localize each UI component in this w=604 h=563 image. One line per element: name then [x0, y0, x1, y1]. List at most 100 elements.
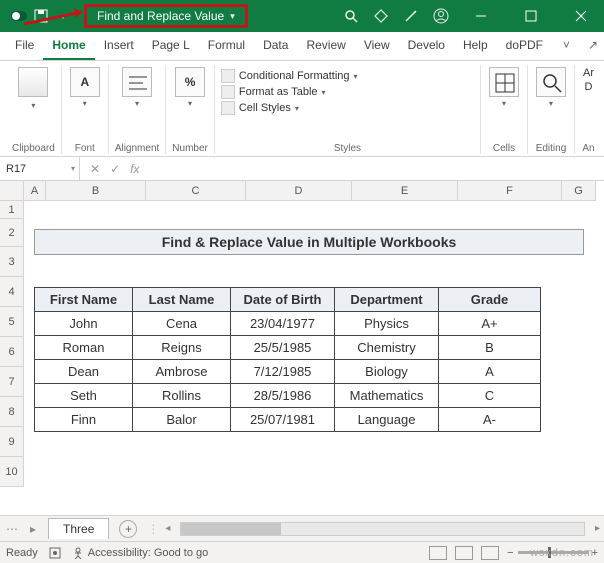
page-layout-view-button[interactable]: [455, 546, 473, 560]
row-header-1[interactable]: 1: [0, 201, 24, 219]
add-sheet-button[interactable]: +: [119, 520, 137, 538]
table-cell[interactable]: Finn: [35, 408, 133, 432]
row-header-10[interactable]: 10: [0, 457, 24, 487]
accessibility-status[interactable]: Accessibility: Good to go: [72, 547, 208, 559]
table-cell[interactable]: Mathematics: [335, 384, 439, 408]
table-cell[interactable]: C: [439, 384, 541, 408]
table-cell[interactable]: Chemistry: [335, 336, 439, 360]
alignment-button[interactable]: ▾: [120, 65, 154, 110]
page-break-view-button[interactable]: [481, 546, 499, 560]
col-header-A[interactable]: A: [24, 181, 46, 201]
tab-page-l[interactable]: Page L: [143, 32, 199, 60]
tab-file[interactable]: File: [6, 32, 43, 60]
scroll-thumb[interactable]: [181, 523, 281, 535]
table-cell[interactable]: Cena: [133, 312, 231, 336]
table-cell[interactable]: 25/5/1985: [231, 336, 335, 360]
row-header-5[interactable]: 5: [0, 307, 24, 337]
table-cell[interactable]: A-: [439, 408, 541, 432]
table-cell[interactable]: Balor: [133, 408, 231, 432]
cell-styles-button[interactable]: Cell Styles▾: [221, 101, 358, 115]
tab-insert[interactable]: Insert: [95, 32, 143, 60]
conditional-formatting-button[interactable]: Conditional Formatting▾: [221, 69, 358, 83]
sheet-nav-next-icon[interactable]: ▸: [24, 522, 42, 536]
sheet-nav-prev-icon[interactable]: ⋯: [0, 522, 24, 536]
search-icon[interactable]: [342, 7, 360, 25]
row-header-2[interactable]: 2: [0, 219, 24, 247]
fx-icon[interactable]: fx: [130, 162, 139, 176]
col-header-C[interactable]: C: [146, 181, 246, 201]
tab-data[interactable]: Data: [254, 32, 297, 60]
collapse-ribbon-icon[interactable]: ˅: [557, 32, 576, 60]
table-cell[interactable]: Rollins: [133, 384, 231, 408]
label-l1: Ar: [583, 67, 594, 79]
tab-view[interactable]: View: [355, 32, 399, 60]
table-cell[interactable]: 25/07/1981: [231, 408, 335, 432]
name-box[interactable]: R17 ▾: [0, 157, 80, 180]
col-header-E[interactable]: E: [352, 181, 458, 201]
table-cell[interactable]: Biology: [335, 360, 439, 384]
number-button[interactable]: % ▾: [173, 65, 207, 110]
close-button[interactable]: [562, 1, 600, 31]
table-cell[interactable]: Ambrose: [133, 360, 231, 384]
normal-view-button[interactable]: [429, 546, 447, 560]
table-cell[interactable]: Physics: [335, 312, 439, 336]
row-header-9[interactable]: 9: [0, 427, 24, 457]
table-cell[interactable]: 28/5/1986: [231, 384, 335, 408]
select-all-corner[interactable]: [0, 181, 24, 201]
scroll-right-icon[interactable]: ▸: [595, 523, 600, 534]
enter-icon[interactable]: ✓: [110, 162, 120, 176]
maximize-button[interactable]: [512, 1, 550, 31]
titlebar: ▾ Find and Replace Value ▾: [0, 0, 604, 32]
col-header-F[interactable]: F: [458, 181, 562, 201]
group-label: Styles: [334, 143, 361, 154]
wand-icon[interactable]: [402, 7, 420, 25]
table-cell[interactable]: B: [439, 336, 541, 360]
table-cell[interactable]: Reigns: [133, 336, 231, 360]
table-cell[interactable]: 7/12/1985: [231, 360, 335, 384]
dropdown-icon: ▾: [549, 99, 553, 108]
label-l2: D: [585, 81, 593, 93]
group-cells: ▾ Cells: [481, 65, 528, 154]
analyze-button[interactable]: Ar D: [581, 65, 596, 95]
filename-display[interactable]: Find and Replace Value ▾: [84, 4, 248, 28]
editing-button[interactable]: ▾: [534, 65, 568, 110]
table-cell[interactable]: Dean: [35, 360, 133, 384]
table-cell[interactable]: John: [35, 312, 133, 336]
table-header: Grade: [439, 288, 541, 312]
cells-area[interactable]: Find & Replace Value in Multiple Workboo…: [24, 201, 604, 515]
row-header-7[interactable]: 7: [0, 367, 24, 397]
minimize-button[interactable]: [462, 1, 500, 31]
tab-formul[interactable]: Formul: [199, 32, 254, 60]
paste-button[interactable]: ▾: [16, 65, 50, 112]
sheet-tab[interactable]: Three: [48, 518, 109, 539]
table-cell[interactable]: 23/04/1977: [231, 312, 335, 336]
horizontal-scrollbar[interactable]: [180, 522, 585, 536]
table-cell[interactable]: Language: [335, 408, 439, 432]
row-header-3[interactable]: 3: [0, 247, 24, 277]
cells-button[interactable]: ▾: [487, 65, 521, 110]
format-as-table-button[interactable]: Format as Table▾: [221, 85, 358, 99]
tab-home[interactable]: Home: [43, 32, 94, 60]
tab-help[interactable]: Help: [454, 32, 497, 60]
row-header-8[interactable]: 8: [0, 397, 24, 427]
macro-record-icon[interactable]: [48, 546, 62, 560]
table-cell[interactable]: A: [439, 360, 541, 384]
col-header-D[interactable]: D: [246, 181, 352, 201]
col-header-G[interactable]: G: [562, 181, 596, 201]
font-button[interactable]: A ▾: [68, 65, 102, 110]
tab-dopdf[interactable]: doPDF: [497, 32, 552, 60]
cancel-icon[interactable]: ✕: [90, 162, 100, 176]
diamond-icon[interactable]: [372, 7, 390, 25]
tab-review[interactable]: Review: [297, 32, 354, 60]
scroll-left-icon[interactable]: ◂: [165, 523, 170, 534]
col-header-B[interactable]: B: [46, 181, 146, 201]
account-icon[interactable]: [432, 7, 450, 25]
zoom-out-icon[interactable]: −: [507, 547, 513, 559]
row-header-4[interactable]: 4: [0, 277, 24, 307]
tab-develo[interactable]: Develo: [399, 32, 454, 60]
row-header-6[interactable]: 6: [0, 337, 24, 367]
share-icon[interactable]: ↗: [582, 32, 604, 60]
table-cell[interactable]: Seth: [35, 384, 133, 408]
table-cell[interactable]: Roman: [35, 336, 133, 360]
table-cell[interactable]: A+: [439, 312, 541, 336]
